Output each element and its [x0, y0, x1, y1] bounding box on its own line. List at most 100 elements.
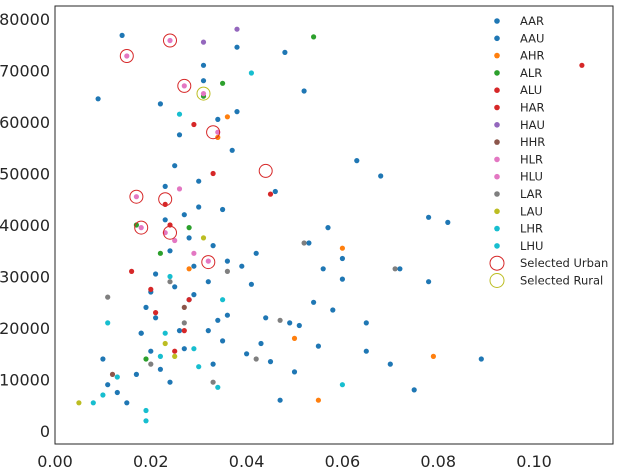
point-aar	[133, 371, 139, 377]
point-aau	[210, 243, 216, 249]
point-lhr	[191, 346, 197, 352]
legend-label: HLU	[520, 170, 543, 184]
highlight-ring	[119, 49, 134, 63]
highlight-ring	[201, 255, 216, 270]
point-aar	[124, 400, 130, 406]
point-aar	[200, 78, 207, 84]
point-hlu	[172, 237, 178, 244]
point-aar	[153, 315, 159, 321]
series-lar	[105, 240, 398, 385]
series-alu	[129, 62, 585, 334]
point-aar	[277, 397, 283, 403]
point-har	[172, 348, 178, 354]
legend-label: AHR	[520, 49, 545, 63]
point-aar	[119, 32, 125, 39]
legend: AAR AAU AHR ALR ALU HAR HAU HHR HLR HLU LAR LAU LHR L…	[489, 14, 608, 288]
y-tick-label: 40000	[0, 216, 50, 235]
point-aar	[95, 96, 101, 102]
highlight-ring	[206, 125, 221, 140]
point-aar	[157, 366, 163, 372]
legend-label: ALR	[520, 66, 542, 80]
series-hhr	[109, 304, 187, 377]
highlight-ring	[258, 163, 273, 178]
point-lhu	[105, 320, 111, 326]
point-aau	[224, 312, 230, 318]
x-tick-label: 0.06	[325, 452, 361, 467]
point-hlr	[181, 83, 187, 89]
y-tick-label: 50000	[0, 165, 50, 184]
y-tick-label: 20000	[0, 319, 50, 338]
point-aau	[229, 147, 235, 153]
highlight-ring	[163, 33, 177, 48]
y-axis: 0 10000 20000 30000 40000 50000 60000 70000 8000…	[0, 10, 50, 441]
point-hlr	[138, 225, 144, 231]
point-aau	[176, 132, 183, 138]
point-hlu	[176, 186, 183, 192]
point-alr	[220, 80, 226, 86]
legend-marker	[494, 52, 500, 59]
point-aar	[172, 284, 178, 290]
highlight-selected-urban	[119, 33, 273, 270]
marks-layer	[76, 26, 585, 424]
point-aau	[205, 328, 211, 334]
point-lar	[181, 320, 187, 326]
point-hhr	[181, 304, 187, 310]
point-alr	[143, 356, 149, 362]
point-aar	[148, 348, 154, 354]
legend-item-har: HAR	[494, 101, 545, 115]
point-aar	[215, 317, 221, 323]
point-aau	[234, 44, 240, 50]
point-aau	[186, 235, 192, 241]
point-hau	[200, 39, 207, 45]
legend-label: Selected Urban	[520, 256, 608, 270]
point-lau	[200, 235, 207, 241]
legend-marker	[494, 191, 500, 197]
point-aau	[172, 163, 178, 169]
highlight-layer	[119, 33, 273, 270]
point-hlu	[124, 53, 130, 59]
point-aar	[397, 266, 403, 272]
y-tick-label: 60000	[0, 113, 50, 132]
point-lar	[392, 266, 398, 272]
point-aau	[181, 212, 187, 218]
highlight-ring	[177, 78, 192, 93]
point-lar	[253, 356, 259, 362]
point-aau	[363, 320, 369, 326]
point-aar	[167, 248, 173, 254]
point-alu	[181, 328, 187, 334]
legend-item-lau: LAU	[494, 204, 543, 218]
point-aar	[267, 359, 274, 365]
point-aau	[387, 361, 393, 367]
legend-marker	[494, 225, 500, 232]
highlight-ring	[196, 86, 211, 101]
legend-item-hlr: HLR	[494, 152, 543, 166]
point-lhr	[248, 70, 254, 76]
point-aar	[176, 328, 183, 334]
point-lhr	[176, 111, 183, 117]
point-har	[153, 310, 159, 316]
point-aar	[291, 369, 298, 375]
point-aau	[162, 217, 168, 223]
series-lhu	[90, 273, 345, 424]
x-tick-label: 0.00	[37, 452, 73, 467]
legend-marker	[494, 87, 500, 93]
point-lhu	[196, 364, 202, 370]
point-hhr	[109, 371, 116, 377]
point-aar	[315, 343, 321, 349]
legend-marker	[489, 255, 505, 271]
point-aar	[306, 240, 312, 246]
point-alu	[579, 62, 585, 68]
legend-marker	[494, 139, 500, 145]
series-lhr	[100, 70, 254, 414]
legend-label: Selected Rural	[520, 274, 603, 288]
point-aar	[234, 109, 240, 115]
point-alr	[157, 250, 163, 256]
point-aau	[248, 281, 254, 287]
x-tick-label: 0.10	[516, 452, 552, 467]
highlight-ring	[134, 220, 149, 235]
legend-item-selected-urban: Selected Urban	[489, 255, 608, 271]
point-lhu	[339, 382, 345, 388]
legend-item-lhr: LHR	[494, 222, 543, 236]
x-axis: 0.00 0.02 0.04 0.06 0.08 0.10	[37, 452, 552, 471]
